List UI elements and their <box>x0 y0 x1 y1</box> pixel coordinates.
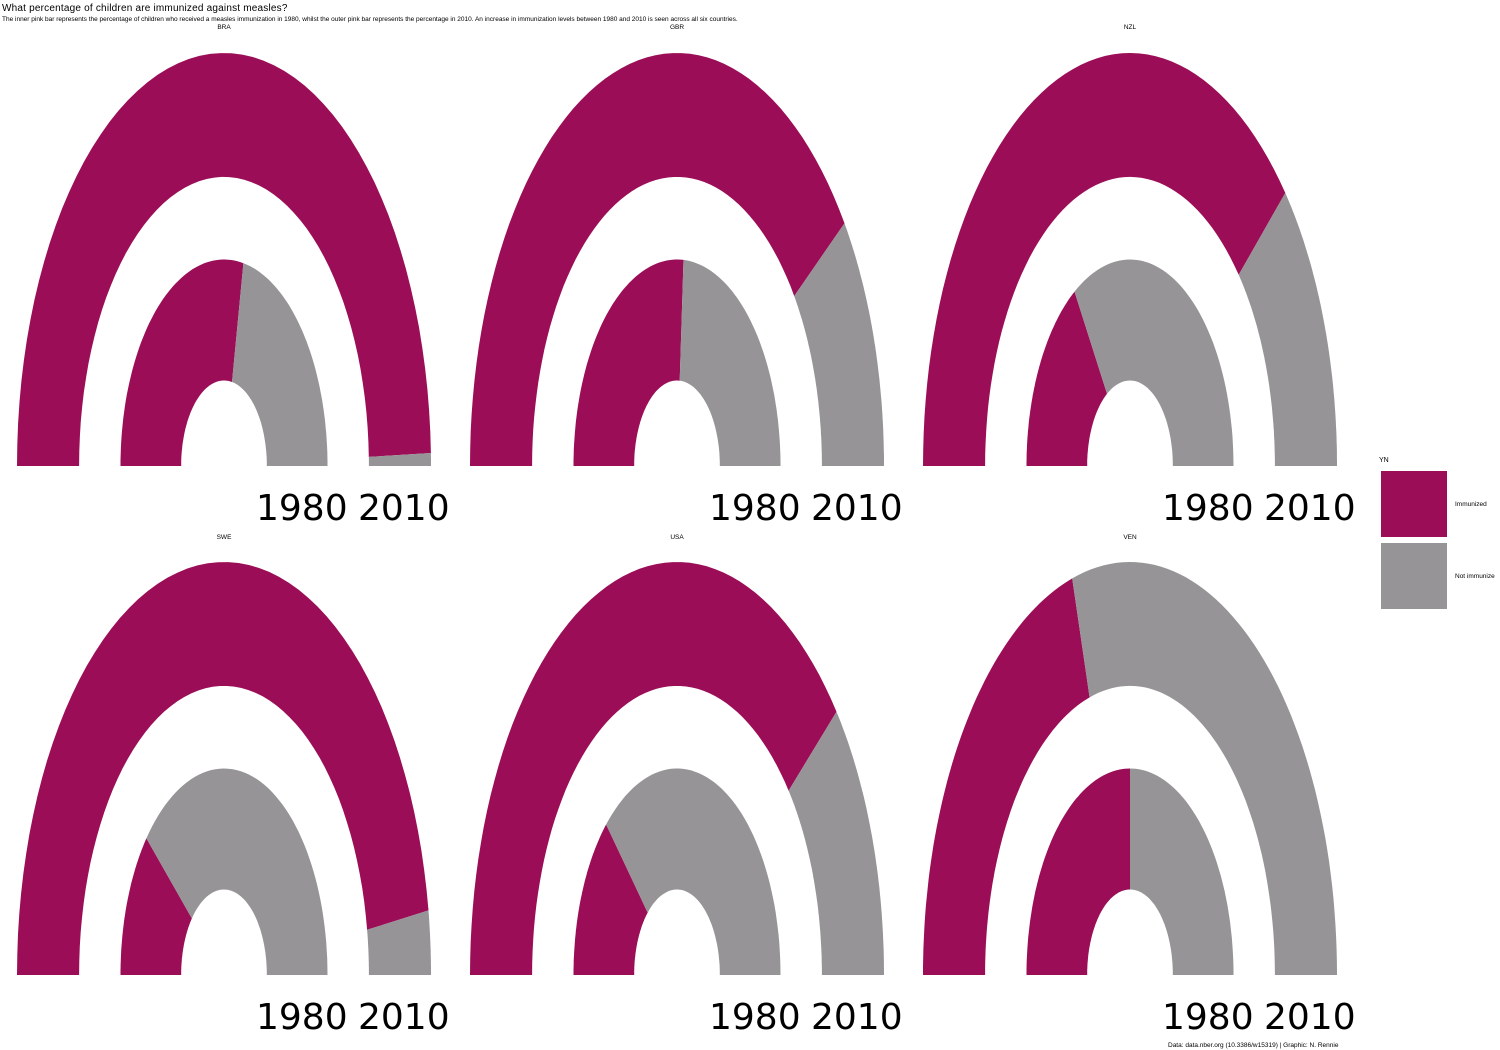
facet-label-ven: VEN <box>1123 534 1137 541</box>
bar-bra-1980-immunized <box>120 259 244 466</box>
bar-usa-2010-immunized <box>470 562 837 975</box>
year-label-swe-1980: 1980 <box>256 997 348 1038</box>
facet-label-usa: USA <box>670 534 684 541</box>
bar-gbr-2010-immunized <box>470 53 845 466</box>
bar-nzl-1980-not-immunized <box>1074 259 1234 466</box>
legend-key-immunized <box>1381 471 1447 537</box>
year-label-swe-2010: 2010 <box>358 997 450 1038</box>
legend-title: YN <box>1379 457 1389 464</box>
bar-nzl-2010-immunized <box>923 53 1286 466</box>
bar-ven-1980-not-immunized <box>1130 768 1234 975</box>
legend-label-not-immunized: Not immunize <box>1455 573 1495 580</box>
bar-gbr-1980-immunized <box>573 259 684 466</box>
bar-nzl-2010-not-immunized <box>1238 192 1337 466</box>
year-label-gbr-1980: 1980 <box>709 488 801 529</box>
bar-bra-2010-immunized <box>17 53 431 466</box>
year-label-bra-1980: 1980 <box>256 488 348 529</box>
bar-usa-2010-not-immunized <box>788 711 884 975</box>
facet-label-swe: SWE <box>216 534 232 541</box>
chart-caption: Data: data.nber.org (10.3386/w15319) | G… <box>1168 1042 1339 1049</box>
year-label-ven-2010: 2010 <box>1264 997 1356 1038</box>
bar-swe-1980-not-immunized <box>146 768 328 975</box>
facet-label-bra: BRA <box>217 24 231 31</box>
bar-gbr-1980-not-immunized <box>679 259 781 466</box>
year-label-ven-1980: 1980 <box>1162 997 1254 1038</box>
bar-ven-1980-immunized <box>1026 768 1130 975</box>
year-label-bra-2010: 2010 <box>358 488 450 529</box>
bar-ven-2010-immunized <box>923 578 1090 975</box>
chart-subtitle: The inner pink bar represents the percen… <box>2 16 738 23</box>
year-label-nzl-1980: 1980 <box>1162 488 1254 529</box>
bar-ven-2010-not-immunized <box>1072 562 1337 975</box>
chart-title: What percentage of children are immunize… <box>2 3 288 14</box>
year-label-nzl-2010: 2010 <box>1264 488 1356 529</box>
facet-label-gbr: GBR <box>669 24 685 31</box>
bar-nzl-1980-immunized <box>1026 291 1107 466</box>
bar-usa-1980-not-immunized <box>606 768 781 975</box>
bar-gbr-2010-not-immunized <box>794 223 884 466</box>
legend-label-immunized: Immunized <box>1455 501 1487 508</box>
legend-key-not-immunized <box>1381 543 1447 609</box>
year-label-usa-1980: 1980 <box>709 997 801 1038</box>
bar-usa-1980-immunized <box>573 824 648 975</box>
bar-swe-2010-immunized <box>17 562 429 975</box>
year-label-usa-2010: 2010 <box>811 997 903 1038</box>
bar-swe-2010-not-immunized <box>367 910 431 975</box>
bar-swe-1980-immunized <box>120 838 192 975</box>
bar-bra-2010-not-immunized <box>368 453 431 466</box>
bar-bra-1980-not-immunized <box>232 263 328 466</box>
facet-label-nzl: NZL <box>1123 24 1137 31</box>
year-label-gbr-2010: 2010 <box>811 488 903 529</box>
